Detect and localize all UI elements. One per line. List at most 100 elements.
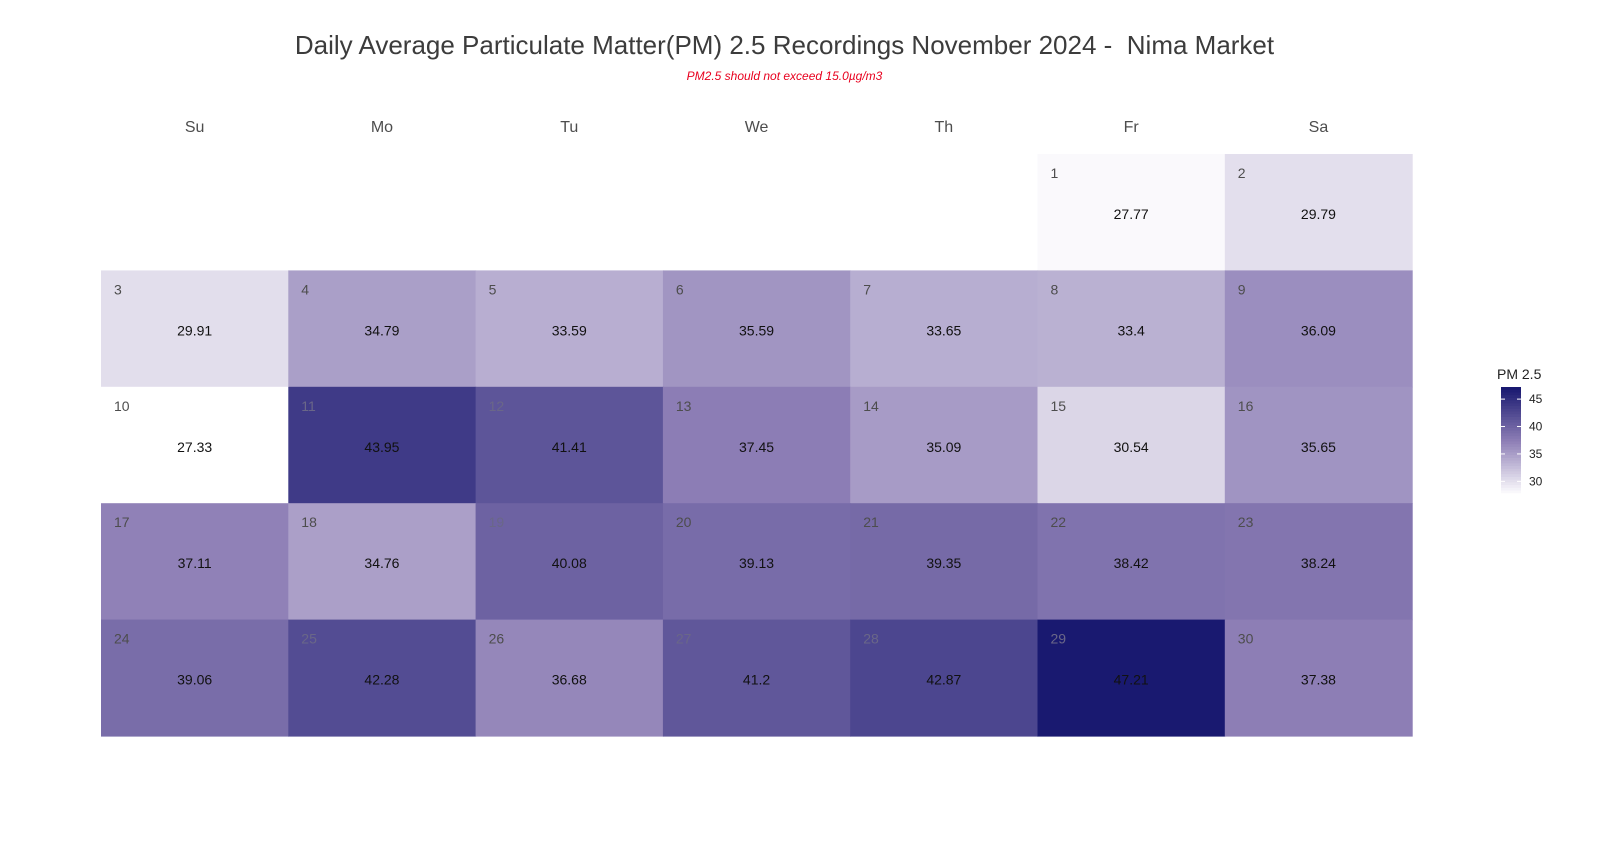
calendar-day-cell: 30 37.38 (1224, 619, 1413, 737)
legend-gradient-step (1501, 452, 1521, 456)
legend-gradient-step (1501, 490, 1521, 494)
day-tile (288, 503, 477, 621)
legend-gradient-step (1501, 466, 1521, 470)
calendar-day-cell: 733.65 (850, 270, 1039, 388)
pm-value-label: 34.76 (364, 555, 399, 571)
pm-value-label: 27.33 (177, 439, 212, 455)
legend-gradient-step (1501, 471, 1521, 475)
pm-value-label: 33.59 (552, 322, 587, 338)
day-tile (662, 503, 851, 621)
legend-gradient-step (1501, 403, 1521, 407)
day-number: 12 (489, 398, 505, 414)
pm-value-label: 39.13 (739, 555, 774, 571)
day-tile (101, 503, 289, 621)
day-tile (475, 270, 664, 388)
calendar-day-cell: 18 34.76 (288, 503, 477, 621)
day-number: 27 (676, 631, 692, 647)
day-tile (475, 619, 664, 737)
pm-value-label: 35.09 (926, 439, 961, 455)
day-number: 16 (1238, 398, 1254, 414)
pm-value-label: 36.68 (552, 672, 587, 688)
day-tile (662, 270, 851, 388)
calendar-day-cell: 127.77 (1037, 154, 1226, 271)
pm-value-label: 41.41 (552, 439, 587, 455)
calendar-day-cell: 936.09 (1224, 270, 1413, 388)
calendar-cells: 127.77229.79329.91434.79533.59635.59733.… (101, 154, 1413, 737)
pm-value-label: 37.11 (178, 555, 212, 571)
day-number: 8 (1051, 281, 1059, 297)
day-tile (1224, 386, 1413, 504)
day-number: 24 (114, 631, 130, 647)
legend-gradient-step (1501, 411, 1521, 415)
legend-gradient-step (1501, 408, 1521, 413)
day-number: 20 (676, 514, 692, 530)
calendar-day-cell: 29 47.21 (1037, 619, 1226, 737)
day-number: 2 (1238, 165, 1246, 181)
legend-title: PM 2.5 (1497, 366, 1542, 382)
day-tile (1037, 619, 1226, 737)
pm-value-label: 37.45 (739, 439, 774, 455)
calendar-day-cell: 28 42.87 (850, 619, 1039, 737)
legend-gradient-step (1501, 433, 1521, 437)
legend-gradient-step (1501, 438, 1521, 443)
legend-gradient-step (1501, 479, 1521, 483)
pm-value-label: 39.35 (926, 555, 961, 571)
calendar-day-cell: 635.59 (662, 270, 851, 388)
day-tile (101, 270, 289, 388)
weekday-label: Mo (371, 119, 393, 136)
legend-gradient-step (1501, 482, 1521, 486)
pm-value-label: 43.95 (364, 439, 399, 455)
day-number: 17 (114, 514, 130, 530)
day-number: 30 (1238, 631, 1254, 647)
day-tile (1224, 154, 1413, 271)
day-tile (662, 386, 851, 504)
chart-subtitle: PM2.5 should not exceed 15.0µg/m3 (686, 69, 883, 83)
day-tile (288, 386, 477, 504)
pm-value-label: 38.42 (1114, 555, 1149, 571)
day-number: 3 (114, 281, 122, 297)
pm-value-label: 37.38 (1301, 672, 1336, 688)
day-number: 14 (863, 398, 879, 414)
legend-gradient-step (1501, 493, 1521, 497)
day-number: 19 (489, 514, 505, 530)
legend-gradient-step (1501, 463, 1521, 467)
calendar-day-cell: 24 39.06 (101, 619, 289, 737)
pm-value-label: 29.91 (177, 322, 212, 338)
weekday-label: Th (935, 119, 954, 136)
legend-gradient-step (1501, 389, 1521, 394)
weekday-headers: Su Mo Tu We Th Fr Sa (185, 119, 1328, 136)
calendar-day-cell: 833.4 (1037, 270, 1226, 388)
day-number: 22 (1051, 514, 1067, 530)
day-tile (1037, 386, 1226, 504)
legend-gradient-step (1501, 419, 1521, 424)
day-number: 18 (301, 514, 317, 530)
calendar-day-cell: 25 42.28 (288, 619, 477, 737)
day-tile (1037, 270, 1226, 388)
day-number: 13 (676, 398, 692, 414)
pm-value-label: 36.09 (1301, 322, 1336, 338)
legend-gradient-step (1501, 397, 1521, 402)
day-tile (1037, 154, 1226, 271)
day-number: 7 (863, 281, 871, 297)
day-number: 26 (489, 631, 505, 647)
legend-gradient-step (1501, 468, 1521, 473)
legend-tick-label: 30 (1529, 474, 1543, 488)
legend-gradient-step (1501, 455, 1521, 459)
legend-gradient-step (1501, 387, 1521, 391)
day-tile (288, 270, 477, 388)
legend-tick-label: 35 (1529, 447, 1543, 461)
day-tile (850, 619, 1039, 737)
pm-value-label: 33.65 (926, 322, 961, 338)
day-tile (101, 619, 289, 737)
legend-gradient-step (1501, 406, 1521, 410)
pm-value-label: 41.2 (743, 672, 770, 688)
legend-gradient-step (1501, 436, 1521, 440)
legend-gradient-step (1501, 444, 1521, 448)
legend-gradient-step (1501, 474, 1521, 478)
pm-value-label: 29.79 (1301, 206, 1336, 222)
day-number: 11 (301, 398, 316, 414)
day-tile (1224, 503, 1413, 621)
legend-gradient-step (1501, 487, 1521, 492)
legend-gradient-step (1501, 395, 1521, 399)
